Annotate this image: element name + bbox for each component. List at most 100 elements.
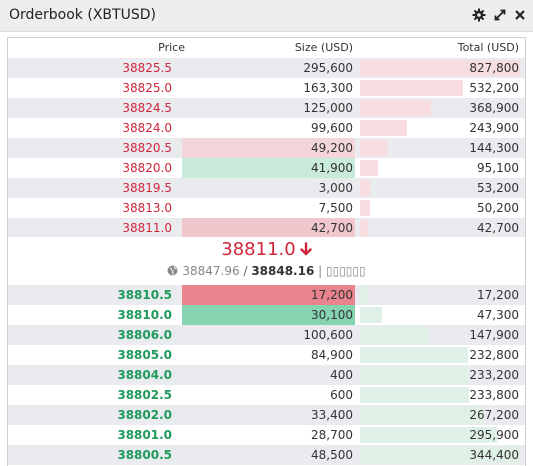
price-cell[interactable]: 38801.0 xyxy=(117,428,172,442)
ask-row[interactable]: 38813.0 7,500 50,200 xyxy=(8,198,525,218)
price-cell[interactable]: 38819.5 xyxy=(122,181,172,195)
size-cell[interactable]: 400 xyxy=(330,368,353,382)
ask-row[interactable]: 38820.0 41,900 95,100 xyxy=(8,158,525,178)
arrow-down-icon xyxy=(300,239,312,260)
size-highlight xyxy=(182,158,355,178)
bid-row[interactable]: 38810.5 17,200 17,200 xyxy=(8,285,525,305)
total-cell: 53,200 xyxy=(477,181,519,195)
size-cell[interactable]: 49,200 xyxy=(311,141,353,155)
table-header: Price Size (USD) Total (USD) xyxy=(8,38,525,58)
ask-row[interactable]: 38820.5 49,200 144,300 xyxy=(8,138,525,158)
total-cell: 17,200 xyxy=(477,288,519,302)
total-cell: 50,200 xyxy=(477,201,519,215)
size-cell[interactable]: 7,500 xyxy=(318,201,353,215)
depth-bar xyxy=(360,100,432,116)
price-cell[interactable]: 38810.5 xyxy=(117,288,172,302)
ask-row[interactable]: 38824.0 99,600 243,900 xyxy=(8,118,525,138)
size-highlight xyxy=(182,218,355,238)
ask-row[interactable]: 38825.5 295,600 827,800 xyxy=(8,58,525,78)
depth-bar xyxy=(360,407,485,423)
bid-row[interactable]: 38801.0 28,700 295,900 xyxy=(8,425,525,445)
bid-row[interactable]: 38805.0 84,900 232,800 xyxy=(8,345,525,365)
size-highlight xyxy=(182,285,355,305)
price-trailing: | ▯▯▯▯▯▯ xyxy=(314,264,366,278)
total-cell: 532,200 xyxy=(469,81,519,95)
ask-row[interactable]: 38824.5 125,000 368,900 xyxy=(8,98,525,118)
size-cell[interactable]: 100,600 xyxy=(303,328,353,342)
last-trade-panel: 38811.0 38847.96 / 38848.16 | ▯▯▯▯ xyxy=(8,237,525,285)
size-cell[interactable]: 28,700 xyxy=(311,428,353,442)
column-header-total[interactable]: Total (USD) xyxy=(457,41,519,54)
size-cell[interactable]: 99,600 xyxy=(311,121,353,135)
bid-row[interactable]: 38800.5 48,500 344,400 xyxy=(8,445,525,465)
window-titlebar: Orderbook (XBTUSD) xyxy=(0,0,533,32)
total-cell: 144,300 xyxy=(469,141,519,155)
size-cell[interactable]: 84,900 xyxy=(311,348,353,362)
price-cell[interactable]: 38820.5 xyxy=(122,141,172,155)
total-cell: 295,900 xyxy=(469,428,519,442)
ask-row[interactable]: 38811.0 42,700 42,700 xyxy=(8,218,525,238)
bid-row[interactable]: 38802.0 33,400 267,200 xyxy=(8,405,525,425)
price-separator: / xyxy=(239,264,252,278)
depth-bar xyxy=(360,307,382,323)
price-cell[interactable]: 38820.0 xyxy=(122,161,172,175)
price-cell[interactable]: 38810.0 xyxy=(117,308,172,322)
price-cell[interactable]: 38811.0 xyxy=(122,221,172,235)
size-cell[interactable]: 163,300 xyxy=(303,81,353,95)
column-header-size[interactable]: Size (USD) xyxy=(294,41,353,54)
size-cell[interactable]: 3,000 xyxy=(318,181,353,195)
depth-bar xyxy=(360,287,368,303)
expand-icon[interactable] xyxy=(493,8,507,22)
total-cell: 47,300 xyxy=(477,308,519,322)
ask-row[interactable]: 38825.0 163,300 532,200 xyxy=(8,78,525,98)
depth-bar xyxy=(360,327,429,343)
depth-bar xyxy=(360,120,408,136)
bid-row[interactable]: 38802.5 600 233,800 xyxy=(8,385,525,405)
total-cell: 147,900 xyxy=(469,328,519,342)
price-cell[interactable]: 38800.5 xyxy=(117,448,172,462)
size-cell[interactable]: 30,100 xyxy=(311,308,353,322)
depth-bar xyxy=(360,80,463,96)
total-cell: 344,400 xyxy=(469,448,519,462)
price-cell[interactable]: 38824.0 xyxy=(122,121,172,135)
size-cell[interactable]: 41,900 xyxy=(311,161,353,175)
price-cell[interactable]: 38804.0 xyxy=(117,368,172,382)
price-cell[interactable]: 38802.5 xyxy=(117,388,172,402)
price-cell[interactable]: 38825.5 xyxy=(122,61,172,75)
size-highlight xyxy=(182,138,355,158)
depth-bar xyxy=(360,367,469,383)
orderbook-table: Price Size (USD) Total (USD) 38825.5 295,… xyxy=(7,37,526,466)
price-cell[interactable]: 38813.0 xyxy=(122,201,172,215)
total-cell: 243,900 xyxy=(469,121,519,135)
close-icon[interactable] xyxy=(513,8,527,22)
depth-bar xyxy=(360,220,369,236)
depth-bar xyxy=(360,347,469,363)
last-price-value: 38811.0 xyxy=(221,239,296,260)
price-cell[interactable]: 38802.0 xyxy=(117,408,172,422)
size-highlight xyxy=(182,305,355,325)
size-cell[interactable]: 42,700 xyxy=(311,221,353,235)
size-cell[interactable]: 48,500 xyxy=(311,448,353,462)
size-cell[interactable]: 17,200 xyxy=(311,288,353,302)
size-cell[interactable]: 33,400 xyxy=(311,408,353,422)
gear-icon[interactable] xyxy=(472,8,486,22)
total-cell: 267,200 xyxy=(469,408,519,422)
size-cell[interactable]: 125,000 xyxy=(303,101,353,115)
total-cell: 232,800 xyxy=(469,348,519,362)
bid-row[interactable]: 38810.0 30,100 47,300 xyxy=(8,305,525,325)
price-cell[interactable]: 38824.5 xyxy=(122,101,172,115)
column-header-price[interactable]: Price xyxy=(158,41,185,54)
bid-row[interactable]: 38804.0 400 233,200 xyxy=(8,365,525,385)
depth-bar xyxy=(360,447,520,463)
size-cell[interactable]: 600 xyxy=(330,388,353,402)
price-cell[interactable]: 38806.0 xyxy=(117,328,172,342)
price-cell[interactable]: 38805.0 xyxy=(117,348,172,362)
bid-row[interactable]: 38806.0 100,600 147,900 xyxy=(8,325,525,345)
ask-row[interactable]: 38819.5 3,000 53,200 xyxy=(8,178,525,198)
depth-bar xyxy=(360,180,371,196)
total-cell: 95,100 xyxy=(477,161,519,175)
size-cell[interactable]: 295,600 xyxy=(303,61,353,75)
price-cell[interactable]: 38825.0 xyxy=(122,81,172,95)
index-price-line: 38847.96 / 38848.16 | ▯▯▯▯▯▯ xyxy=(8,264,525,278)
globe-icon xyxy=(167,265,178,276)
